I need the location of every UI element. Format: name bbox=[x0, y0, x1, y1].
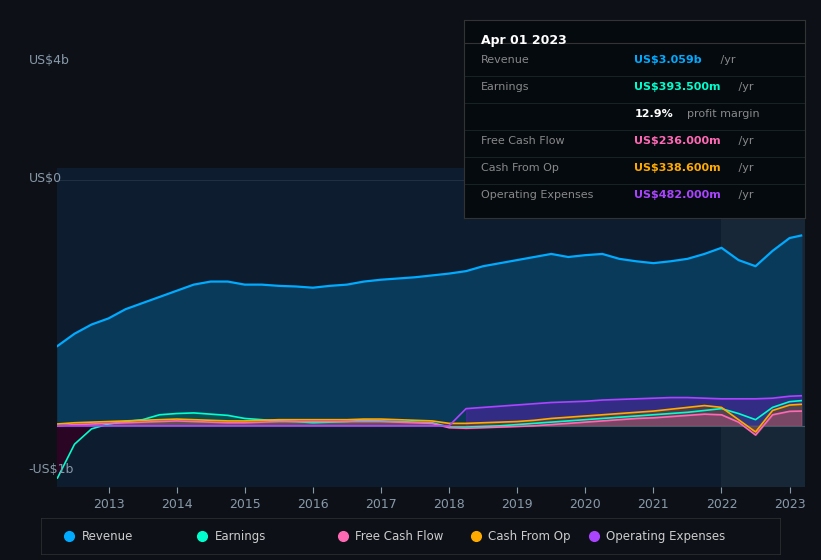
Text: Earnings: Earnings bbox=[215, 530, 266, 543]
Text: /yr: /yr bbox=[736, 82, 754, 92]
Text: Earnings: Earnings bbox=[481, 82, 530, 92]
Text: /yr: /yr bbox=[736, 190, 754, 199]
Text: Operating Expenses: Operating Expenses bbox=[606, 530, 726, 543]
Text: Apr 01 2023: Apr 01 2023 bbox=[481, 34, 566, 46]
Bar bbox=[722, 168, 805, 487]
Text: US$4b: US$4b bbox=[29, 54, 70, 67]
Text: US$236.000m: US$236.000m bbox=[635, 136, 721, 146]
Text: 12.9%: 12.9% bbox=[635, 109, 673, 119]
Text: US$0: US$0 bbox=[29, 172, 62, 185]
Text: Operating Expenses: Operating Expenses bbox=[481, 190, 594, 199]
Text: Revenue: Revenue bbox=[481, 55, 530, 66]
Text: Cash From Op: Cash From Op bbox=[488, 530, 571, 543]
Text: /yr: /yr bbox=[717, 55, 736, 66]
Text: US$3.059b: US$3.059b bbox=[635, 55, 702, 66]
Text: US$482.000m: US$482.000m bbox=[635, 190, 721, 199]
Text: -US$1b: -US$1b bbox=[29, 463, 74, 476]
Text: Cash From Op: Cash From Op bbox=[481, 163, 559, 172]
Text: Free Cash Flow: Free Cash Flow bbox=[481, 136, 565, 146]
Text: /yr: /yr bbox=[736, 136, 754, 146]
Text: US$393.500m: US$393.500m bbox=[635, 82, 721, 92]
Text: US$338.600m: US$338.600m bbox=[635, 163, 721, 172]
Text: /yr: /yr bbox=[736, 163, 754, 172]
Text: profit margin: profit margin bbox=[681, 109, 760, 119]
Text: Free Cash Flow: Free Cash Flow bbox=[355, 530, 443, 543]
Text: Revenue: Revenue bbox=[82, 530, 133, 543]
